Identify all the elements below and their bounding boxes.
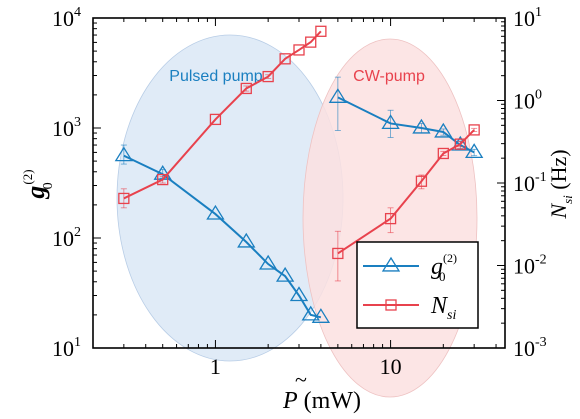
y-right-tick-label: 100	[513, 88, 542, 114]
legend-swatch-marker	[381, 256, 401, 272]
data-point	[468, 124, 480, 136]
data-point	[464, 143, 484, 159]
data-point	[275, 266, 295, 282]
data-point	[454, 138, 466, 150]
data-point	[206, 204, 225, 220]
tick-exp: 4	[74, 5, 81, 20]
data-point	[412, 118, 431, 134]
data-point	[114, 146, 134, 162]
data-point	[262, 70, 274, 83]
x-tick-label: 1	[210, 354, 221, 379]
data-point	[311, 308, 331, 323]
y-right-symbol: N	[546, 203, 571, 220]
data-point	[434, 122, 453, 138]
data-point	[118, 192, 130, 205]
tick-exp: -3	[535, 335, 547, 350]
data-point	[157, 173, 169, 186]
y-right-tick-label: 10-1	[513, 170, 547, 196]
data-point	[258, 254, 278, 270]
series-1	[118, 25, 480, 282]
y-right-tick-label: 101	[513, 5, 542, 31]
tick-exp: -1	[535, 170, 547, 185]
legend: g(2) 0 Nsi	[356, 241, 479, 329]
tick-exp: 0	[535, 88, 542, 103]
tick-base: 10	[52, 226, 74, 251]
data-point	[237, 232, 256, 248]
data-point	[293, 44, 305, 56]
series-0	[114, 76, 484, 323]
y-left-tick-label: 101	[52, 335, 81, 361]
y-left-symbol: g	[21, 186, 50, 200]
x-axis-symbol: P	[282, 388, 298, 414]
tick-base: 10	[513, 6, 535, 31]
y-right-unit: (Hz)	[546, 149, 571, 195]
legend-symbol: N	[430, 293, 449, 319]
y-right-axis-title: Nsi (Hz)	[546, 149, 575, 219]
tick-base: 10	[52, 116, 74, 141]
x-axis-accent: ~	[295, 367, 307, 392]
legend-swatch-marker	[385, 299, 397, 311]
y-left-sup: (2)	[20, 169, 35, 184]
data-point	[305, 36, 317, 48]
y-left-tick-label: 104	[52, 5, 81, 31]
series-layer	[114, 25, 484, 323]
legend-sub: si	[447, 308, 456, 323]
data-point	[279, 53, 291, 65]
x-axis-title: P (mW)	[282, 388, 361, 414]
tick-exp: 1	[535, 5, 542, 20]
data-point	[240, 82, 252, 95]
legend-symbol: g	[431, 254, 443, 280]
tick-base: 10	[513, 254, 535, 279]
legend-box	[356, 241, 479, 329]
y-right-tick-label: 10-3	[513, 335, 547, 361]
legend-sub: 0	[439, 269, 446, 284]
data-point	[437, 147, 449, 160]
tick-base: 10	[52, 6, 74, 31]
data-point	[209, 113, 222, 126]
y-left-axis-title: g (2) 0	[20, 169, 56, 199]
data-point	[384, 212, 397, 225]
regions-layer: Pulsed pump CW-pump	[116, 34, 478, 398]
data-point	[381, 114, 400, 130]
cw-pump-label: CW-pump	[353, 68, 425, 85]
data-point	[451, 135, 470, 151]
x-axis-unit: (mW)	[298, 388, 361, 414]
x-tick-label: 10	[380, 354, 402, 379]
legend-label: Nsi	[430, 293, 456, 323]
axes-layer	[92, 17, 506, 349]
tick-exp: 3	[74, 115, 81, 130]
tick-exp: 2	[74, 225, 81, 240]
data-point	[315, 25, 327, 37]
y-left-tick-label: 103	[52, 115, 81, 141]
data-point	[415, 175, 428, 187]
data-point	[328, 88, 348, 103]
pulsed-pump-label: Pulsed pump	[169, 68, 262, 85]
y-right-sub: si	[560, 195, 575, 204]
tick-exp: 1	[74, 335, 81, 350]
data-point	[301, 305, 320, 321]
legend-label: g(2) 0	[431, 251, 457, 284]
tick-base: 10	[513, 171, 535, 196]
tick-exp: -2	[535, 253, 547, 268]
y-left-tick-label: 102	[52, 225, 81, 251]
data-point	[289, 286, 309, 302]
series-0-line	[337, 96, 475, 154]
series-0-line	[123, 154, 322, 319]
tick-base: 10	[52, 336, 74, 361]
data-point	[332, 247, 344, 260]
tick-base: 10	[513, 89, 535, 114]
tick-base: 10	[513, 336, 535, 361]
y-right-tick-label: 10-2	[513, 253, 547, 279]
y-left-sub: 0	[41, 182, 56, 189]
legend-sup: (2)	[443, 251, 457, 265]
